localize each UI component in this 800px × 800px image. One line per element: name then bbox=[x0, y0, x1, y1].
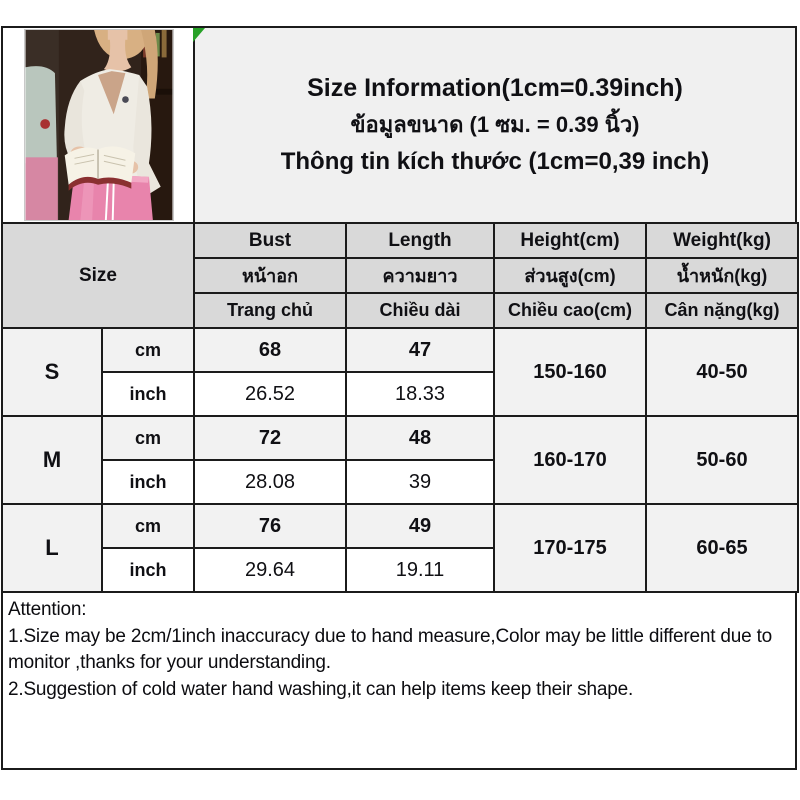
unit-label-inch: inch bbox=[101, 371, 195, 417]
m-bust-inch: 28.08 bbox=[193, 459, 347, 505]
table-row-m-inch: inch 28.08 39 bbox=[2, 459, 798, 505]
size-header-cell: Size bbox=[1, 222, 195, 329]
unit-label-cm: cm bbox=[101, 503, 195, 549]
product-photo bbox=[24, 29, 174, 221]
title-english: Size Information(1cm=0.39inch) bbox=[307, 74, 683, 102]
l-bust-inch: 29.64 bbox=[193, 547, 347, 593]
attention-item-1: 1.Size may be 2cm/1inch inaccuracy due t… bbox=[8, 625, 773, 674]
header-row-english: Size Bust Length Height(cm) Weight(kg) bbox=[1, 222, 799, 329]
size-label-l: L bbox=[1, 503, 103, 593]
outer-frame: Size Information(1cm=0.39inch) ข้อมูลขนา… bbox=[1, 26, 799, 770]
col-header-height-vi: Chiều cao(cm) bbox=[493, 292, 647, 329]
unit-label-inch: inch bbox=[101, 459, 195, 505]
col-header-height-th: ส่วนสูง(cm) bbox=[493, 257, 647, 294]
l-length-inch: 19.11 bbox=[345, 547, 495, 593]
size-label-m: M bbox=[1, 415, 103, 505]
table-row-s-cm: S cm 68 47 150-160 40-50 bbox=[1, 327, 799, 417]
attention-notes: Attention: 1.Size may be 2cm/1inch inacc… bbox=[8, 597, 783, 703]
unit-label-inch: inch bbox=[101, 547, 195, 593]
col-header-length-en: Length bbox=[345, 222, 495, 259]
table-row-s-inch: inch 26.52 18.33 bbox=[2, 371, 798, 417]
attention-item-2: 2.Suggestion of cold water hand washing,… bbox=[8, 678, 634, 700]
top-row: Size Information(1cm=0.39inch) ข้อมูลขนา… bbox=[3, 28, 795, 222]
s-height-range: 150-160 bbox=[493, 327, 647, 417]
title-vietnamese: Thông tin kích thước (1cm=0,39 inch) bbox=[280, 148, 710, 175]
header-row-vietnamese: Trang chủ Chiều dài Chiều cao(cm) Cân nặ… bbox=[2, 292, 799, 329]
table-row-l-inch: inch 29.64 19.11 bbox=[2, 547, 798, 593]
size-table: Size Bust Length Height(cm) Weight(kg) ห… bbox=[1, 222, 799, 593]
table-row-m-cm: M cm 72 48 160-170 50-60 bbox=[1, 415, 799, 505]
attention-label: Attention: bbox=[8, 599, 87, 620]
col-header-weight-vi: Cân nặng(kg) bbox=[645, 292, 799, 329]
m-weight-range: 50-60 bbox=[645, 415, 799, 505]
unit-label-cm: cm bbox=[101, 415, 195, 461]
l-length-cm: 49 bbox=[345, 503, 495, 549]
s-length-inch: 18.33 bbox=[345, 371, 495, 417]
col-header-weight-en: Weight(kg) bbox=[645, 222, 799, 259]
l-height-range: 170-175 bbox=[493, 503, 647, 593]
col-header-length-th: ความยาว bbox=[345, 257, 495, 294]
l-weight-range: 60-65 bbox=[645, 503, 799, 593]
title-block: Size Information(1cm=0.39inch) ข้อมูลขนา… bbox=[195, 28, 795, 222]
col-header-length-vi: Chiều dài bbox=[345, 292, 495, 329]
photo-cell bbox=[3, 28, 195, 222]
s-bust-inch: 26.52 bbox=[193, 371, 347, 417]
s-weight-range: 40-50 bbox=[645, 327, 799, 417]
s-length-cm: 47 bbox=[345, 327, 495, 373]
col-header-height-en: Height(cm) bbox=[493, 222, 647, 259]
m-length-inch: 39 bbox=[345, 459, 495, 505]
m-height-range: 160-170 bbox=[493, 415, 647, 505]
col-header-bust-en: Bust bbox=[193, 222, 347, 259]
s-bust-cm: 68 bbox=[193, 327, 347, 373]
col-header-weight-th: น้ำหนัก(kg) bbox=[645, 257, 799, 294]
table-row-l-cm: L cm 76 49 170-175 60-65 bbox=[1, 503, 799, 593]
size-label-s: S bbox=[1, 327, 103, 417]
header-row-thai: หน้าอก ความยาว ส่วนสูง(cm) น้ำหนัก(kg) bbox=[2, 257, 799, 294]
col-header-bust-th: หน้าอก bbox=[193, 257, 347, 294]
m-length-cm: 48 bbox=[345, 415, 495, 461]
title-thai: ข้อมูลขนาด (1 ซม. = 0.39 นิ้ว) bbox=[350, 112, 640, 137]
col-header-bust-vi: Trang chủ bbox=[193, 292, 347, 329]
m-bust-cm: 72 bbox=[193, 415, 347, 461]
l-bust-cm: 76 bbox=[193, 503, 347, 549]
unit-label-cm: cm bbox=[101, 327, 195, 373]
